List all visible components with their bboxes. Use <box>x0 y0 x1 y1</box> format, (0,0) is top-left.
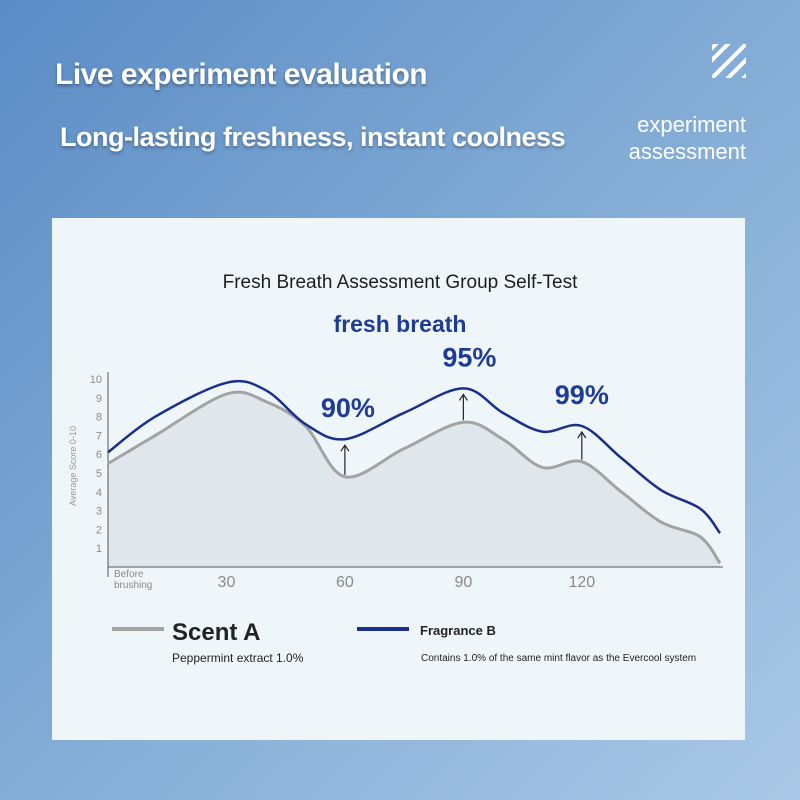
legend-desc-scent-a: Peppermint extract 1.0% <box>172 651 304 665</box>
side-label-line2: assessment <box>628 139 746 164</box>
chart-subtitle: fresh breath <box>333 311 467 337</box>
y-tick-label: 3 <box>96 506 102 518</box>
legend-label-fragrance-b: Fragrance B <box>420 623 496 638</box>
x-tick-label: 30 <box>218 574 236 591</box>
y-tick-label: 9 <box>96 393 102 405</box>
y-tick-label: 2 <box>96 524 102 536</box>
y-tick-label: 1 <box>96 543 102 555</box>
x-tick-label: 120 <box>568 574 595 591</box>
page-title: Live experiment evaluation <box>55 58 428 91</box>
legend-desc-fragrance-b: Contains 1.0% of the same mint flavor as… <box>421 653 697 664</box>
y-tick-label: 7 <box>96 430 102 442</box>
x-origin-label-line1: Before <box>114 569 144 580</box>
x-tick-label: 90 <box>454 574 472 591</box>
y-tick-label: 4 <box>96 487 102 499</box>
y-tick-label: 8 <box>96 412 102 424</box>
annotation-arrow-head <box>340 444 350 452</box>
legend-label-scent-a: Scent A <box>172 619 261 646</box>
legend-swatch-fragrance-b <box>357 627 409 631</box>
area-fill-scent-a <box>108 392 720 567</box>
chart-title: Fresh Breath Assessment Group Self-Test <box>222 272 578 293</box>
y-tick-label: 6 <box>96 449 102 461</box>
x-origin-label-line2: brushing <box>114 580 152 591</box>
y-tick-label: 5 <box>96 468 102 480</box>
page-subtitle: Long-lasting freshness, instant coolness <box>60 122 566 152</box>
striped-square-icon <box>712 44 746 78</box>
y-axis-label: Average Score 0-10 <box>68 426 78 506</box>
annotation-label: 90% <box>321 393 375 423</box>
series-line-fragrance-b <box>107 379 722 534</box>
series-line-scent-a <box>107 390 722 565</box>
side-label-line1: experiment <box>637 112 746 137</box>
annotation-label: 95% <box>442 342 496 372</box>
side-label: experiment assessment <box>629 111 746 165</box>
x-tick-label: 60 <box>336 574 354 591</box>
legend-swatch-scent-a <box>112 627 164 631</box>
annotation-label: 99% <box>555 380 609 410</box>
y-tick-label: 10 <box>90 374 102 386</box>
annotation-arrow-head <box>458 393 468 401</box>
annotation-arrow-head <box>577 430 587 439</box>
